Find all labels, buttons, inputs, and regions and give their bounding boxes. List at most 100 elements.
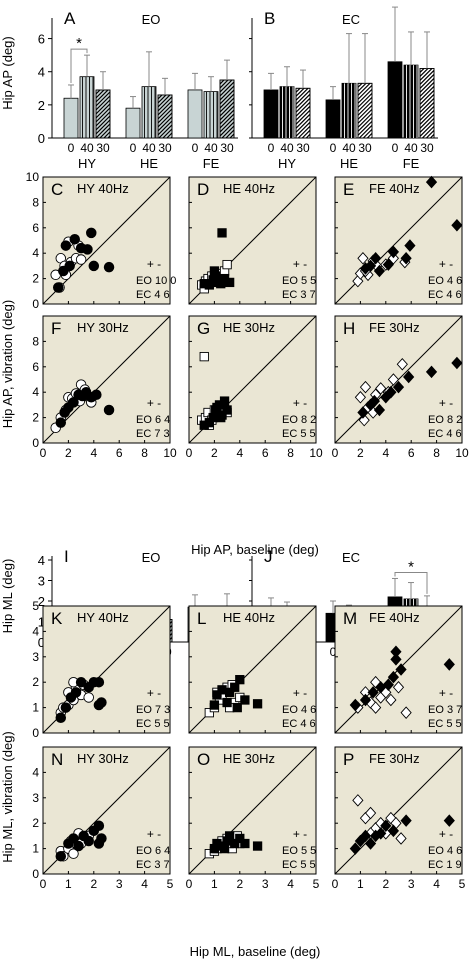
data-point: [235, 833, 245, 844]
data-point: [385, 385, 397, 399]
y-tick-label: 2: [32, 675, 39, 689]
data-point: [387, 670, 400, 684]
data-point: [55, 417, 67, 428]
y-tick-label: 0: [38, 131, 45, 146]
y-tick-label: 1: [32, 701, 39, 715]
hatch-line: [420, 97, 434, 114]
panel-letter: J: [264, 547, 273, 566]
panel-title: HY 40Hz: [77, 610, 129, 625]
y-tick-label: 2: [32, 816, 39, 830]
hatch-line: [99, 127, 110, 138]
panel-E: E FE 40Hz + - EO 4 6 EC 4 6: [334, 175, 463, 305]
panel-title: HY 40Hz: [77, 181, 129, 196]
hatch-line: [158, 112, 172, 128]
hatch-line: [420, 101, 434, 118]
hatch-line: [296, 89, 310, 106]
hatch-line: [420, 69, 434, 86]
panel-G: 0 2 4 6 8 10 G HE 30Hz + - EO 8 2 EC 5 5: [186, 315, 323, 460]
data-point: [382, 258, 394, 271]
data-point: [222, 259, 232, 270]
x-tick-label: 0: [332, 446, 339, 460]
panel-letter: H: [343, 319, 355, 338]
data-point: [232, 702, 242, 713]
y-tick-label: 1: [38, 615, 45, 630]
data-point: [367, 686, 379, 699]
hatch-line: [420, 89, 434, 106]
hatch-line: [420, 93, 434, 110]
y-tick-label: 4: [38, 65, 45, 80]
panel-title: FE 30Hz: [369, 751, 420, 766]
data-point: [451, 356, 463, 370]
y-tick-label: 6: [32, 360, 39, 374]
panel-letter: E: [343, 180, 354, 199]
data-point: [370, 701, 382, 714]
xlabel-hip-ml-baseline: Hip ML, baseline (deg): [190, 944, 321, 959]
bar-tick-label: 0: [392, 141, 399, 155]
y-tick-label: 4: [32, 765, 39, 779]
significance-bracket: [394, 571, 428, 594]
data-point: [354, 391, 367, 404]
hatch-line: [454, 68, 474, 138]
x-tick-label: 5: [167, 877, 174, 891]
data-point: [352, 274, 364, 288]
hatch-line: [96, 103, 110, 119]
data-point: [385, 693, 397, 707]
eo-count: EO 7 3: [136, 704, 170, 716]
hatch-line: [358, 83, 371, 97]
hatch-line: [358, 116, 372, 133]
data-point: [219, 843, 230, 854]
x-tick-label: 10: [455, 446, 469, 460]
bar-tick-label: 40: [204, 141, 218, 155]
data-point: [55, 712, 67, 724]
group-label: HE: [340, 156, 358, 171]
x-tick-label: 8: [141, 446, 148, 460]
panel-letter: K: [51, 609, 63, 628]
data-point: [212, 402, 222, 413]
hatch-line: [296, 121, 310, 138]
data-point: [222, 697, 232, 708]
data-point: [52, 282, 64, 293]
panel-title: EO: [142, 12, 161, 27]
data-point: [370, 252, 382, 265]
ec-count: EC 1 9: [428, 859, 462, 871]
panel-title: EC: [342, 12, 360, 27]
y-tick-label: 0: [32, 436, 39, 450]
data-point: [373, 403, 386, 417]
data-point: [235, 675, 245, 685]
data-point: [352, 794, 364, 807]
data-point: [219, 396, 230, 406]
ec-count: EC 4 6: [428, 428, 462, 440]
data-point: [88, 260, 100, 272]
hatch-line: [220, 80, 233, 93]
hatch-line: [466, 68, 474, 138]
ec-count: EC 3 7: [136, 859, 170, 871]
hatch-line: [466, 608, 474, 642]
x-tick-label: 2: [382, 877, 389, 891]
data-point: [364, 806, 377, 820]
y-tick-label: 0: [38, 635, 45, 650]
pm-label: + -: [439, 827, 453, 841]
hatch-line: [450, 68, 474, 138]
hatch-line: [220, 121, 234, 137]
hatch-line: [358, 84, 372, 101]
hatch-line: [158, 100, 172, 116]
x-tick-label: 8: [287, 446, 294, 460]
bar-tick-label: 0: [330, 141, 337, 155]
pm-label: + -: [439, 257, 453, 271]
panel-O: 0 1 2 3 4 5 O HE 30Hz + - EO 5 5 EC 5 5: [186, 746, 320, 891]
hatch-line: [96, 123, 110, 138]
data-point: [69, 233, 80, 245]
data-point: [240, 838, 250, 849]
hatch-line: [297, 125, 310, 138]
bar-HE-0: [325, 99, 341, 139]
pm-label: + -: [147, 257, 161, 271]
hatch-line: [442, 68, 474, 138]
pm-label: + -: [439, 396, 453, 410]
panel-title: HE 40Hz: [223, 610, 275, 625]
data-point: [358, 413, 370, 427]
ec-count: EC 5 5: [428, 718, 462, 730]
hatch-line: [358, 104, 372, 121]
significance-star: *: [76, 35, 82, 52]
x-tick-label: 0: [40, 877, 47, 891]
